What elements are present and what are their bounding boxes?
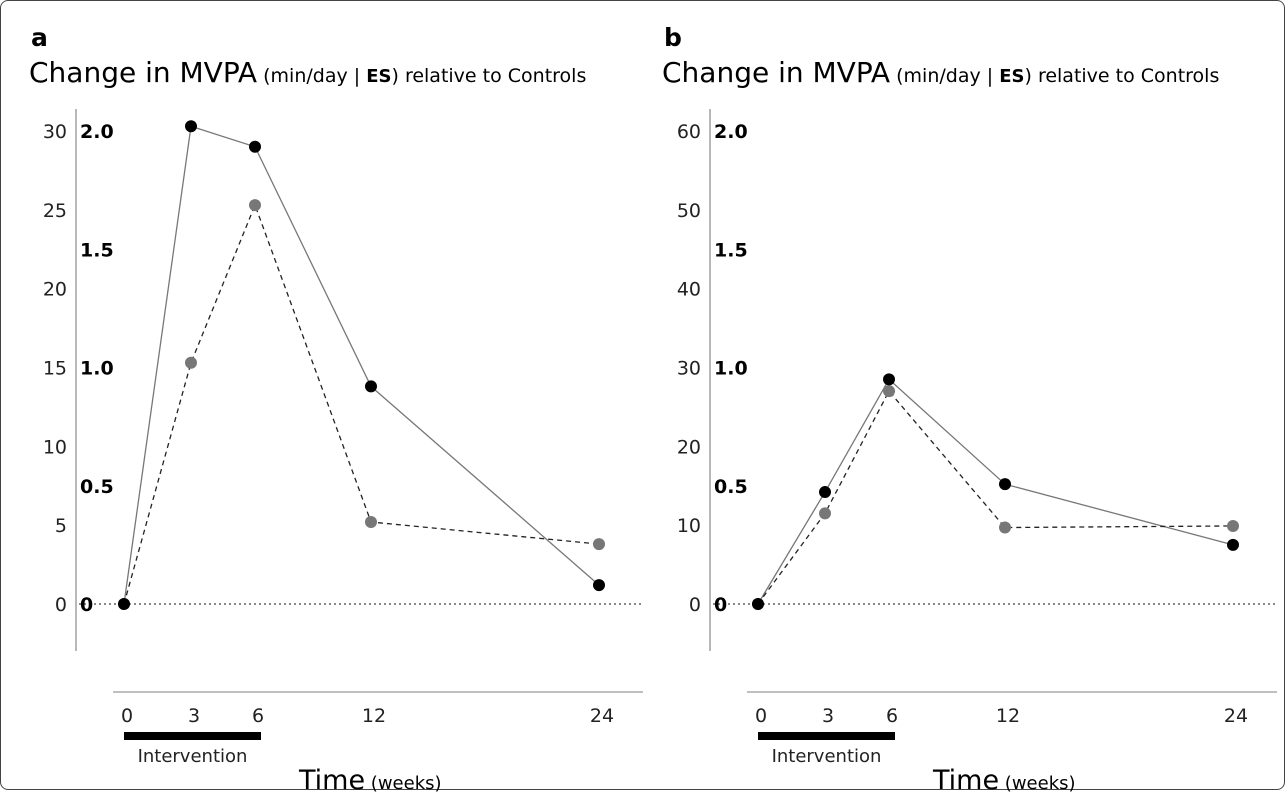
series-1-point bbox=[819, 486, 831, 498]
es-tick-label: 0 bbox=[80, 594, 93, 616]
chart-a: 0 5 10 15 20 25 30 0 0.5 1.0 1.5 2.0 0 3 6 12 24 Interven… bbox=[1, 1, 635, 791]
y-tick-label: 5 bbox=[55, 515, 67, 537]
y-tick-label: 60 bbox=[677, 121, 701, 143]
series-2-line bbox=[124, 205, 599, 604]
series-2-point bbox=[593, 538, 605, 550]
es-tick-label: 1.5 bbox=[714, 239, 748, 261]
x-tick-label: 6 bbox=[886, 705, 898, 727]
series-1-point bbox=[118, 598, 130, 610]
x-axis-label-units: (weeks) bbox=[999, 773, 1075, 792]
x-tick-label: 3 bbox=[822, 705, 834, 727]
y-tick-label: 20 bbox=[677, 436, 701, 458]
series-1-point bbox=[593, 579, 605, 591]
x-tick-label: 3 bbox=[188, 705, 200, 727]
series-2-point bbox=[819, 507, 831, 519]
y-tick-label: 0 bbox=[689, 594, 701, 616]
intervention-label: Intervention bbox=[138, 746, 248, 767]
x-tick-label: 0 bbox=[121, 705, 133, 727]
series-1-point bbox=[883, 373, 895, 385]
x-axis-label-main: Time bbox=[298, 765, 365, 792]
es-tick-label: 0.5 bbox=[80, 476, 114, 498]
intervention-label: Intervention bbox=[772, 746, 882, 767]
series-2-point bbox=[365, 516, 377, 528]
x-axis-label: Time (weeks) bbox=[932, 765, 1076, 792]
x-tick-label: 6 bbox=[252, 705, 264, 727]
y-tick-label: 20 bbox=[43, 279, 67, 301]
y-tick-label: 30 bbox=[677, 358, 701, 380]
es-tick-label: 2.0 bbox=[80, 121, 114, 143]
y-tick-label: 40 bbox=[677, 279, 701, 301]
y-tick-label: 10 bbox=[677, 515, 701, 537]
series-1-point bbox=[185, 120, 197, 132]
es-tick-label: 1.5 bbox=[80, 239, 114, 261]
x-tick-label: 12 bbox=[362, 705, 386, 727]
intervention-bar bbox=[124, 732, 261, 740]
es-tick-label: 0.5 bbox=[714, 476, 748, 498]
x-tick-label: 12 bbox=[996, 705, 1020, 727]
es-tick-label: 1.0 bbox=[714, 358, 748, 380]
x-tick-label: 0 bbox=[755, 705, 767, 727]
series-1-point bbox=[249, 141, 261, 153]
y-tick-label: 10 bbox=[43, 436, 67, 458]
es-tick-label: 0 bbox=[714, 594, 727, 616]
series-1-point bbox=[1227, 539, 1239, 551]
series-2-point bbox=[999, 522, 1011, 534]
panel-b: b Change in MVPA (min/day | ES) relative… bbox=[635, 1, 1269, 791]
y-tick-label: 30 bbox=[43, 121, 67, 143]
series-2-point bbox=[249, 199, 261, 211]
es-tick-label: 2.0 bbox=[714, 121, 748, 143]
y-tick-label: 0 bbox=[55, 594, 67, 616]
series-2-point bbox=[185, 357, 197, 369]
x-axis-label: Time (weeks) bbox=[298, 765, 442, 792]
series-2-point bbox=[1227, 520, 1239, 532]
x-tick-label: 24 bbox=[1224, 705, 1248, 727]
y-tick-label: 50 bbox=[677, 200, 701, 222]
chart-b: 0 10 20 30 40 50 60 0 0.5 1.0 1.5 2.0 0 3 6 12 24 Interve… bbox=[635, 1, 1269, 791]
series-1-point bbox=[999, 478, 1011, 490]
es-tick-label: 1.0 bbox=[80, 358, 114, 380]
series-1-point bbox=[365, 380, 377, 392]
panel-a: a Change in MVPA (min/day | ES) relative… bbox=[1, 1, 635, 791]
x-axis-label-main: Time bbox=[932, 765, 999, 792]
series-1-point bbox=[752, 598, 764, 610]
series-2-point bbox=[883, 385, 895, 397]
series-2-line bbox=[758, 391, 1233, 604]
x-axis-label-units: (weeks) bbox=[365, 773, 441, 792]
y-tick-label: 15 bbox=[43, 358, 67, 380]
intervention-bar bbox=[758, 732, 895, 740]
x-tick-label: 24 bbox=[590, 705, 614, 727]
y-tick-label: 25 bbox=[43, 200, 67, 222]
